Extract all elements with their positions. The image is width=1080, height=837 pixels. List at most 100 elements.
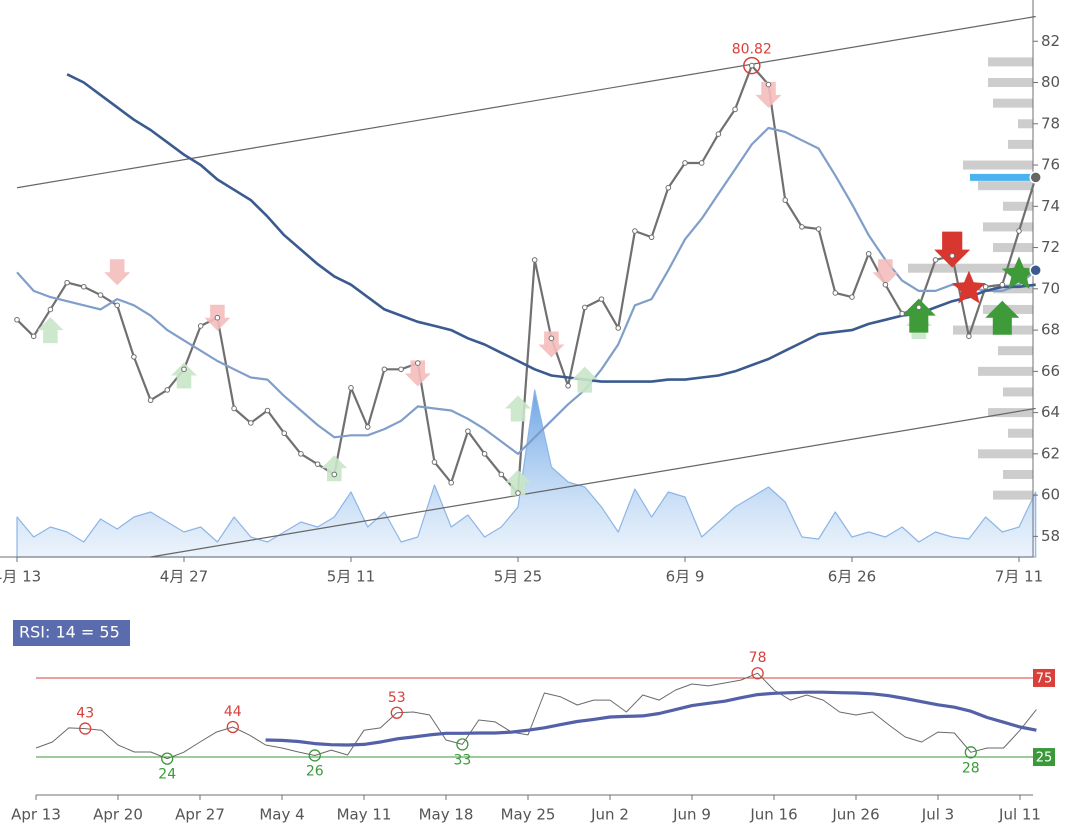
y-tick-label: 58 xyxy=(1041,527,1060,545)
trough-label: 26 xyxy=(306,763,324,779)
y-tick-label: 64 xyxy=(1041,403,1060,421)
price-point xyxy=(314,461,321,467)
price-point xyxy=(481,451,488,457)
volume-profile-bar xyxy=(988,78,1033,88)
sell-signals xyxy=(404,360,431,387)
y-tick-label: 82 xyxy=(1041,32,1060,50)
peak-marker xyxy=(79,722,92,735)
volume-profile-bar xyxy=(1003,201,1033,211)
volume-profile-bar xyxy=(993,490,1033,500)
chart-title: RSI: 14 = 55 xyxy=(19,623,120,642)
x-tick-label: Jun 9 xyxy=(672,806,711,824)
strong-buy xyxy=(985,300,1020,335)
price-point xyxy=(749,62,755,69)
volume-profile-bar xyxy=(1008,139,1033,149)
level-label: 75 xyxy=(1036,671,1053,686)
peak-marker xyxy=(751,667,764,680)
volume-profile-bar xyxy=(978,181,1033,191)
price-point xyxy=(331,471,338,478)
price-point xyxy=(782,197,789,203)
price-point xyxy=(698,160,705,166)
price-point xyxy=(982,283,989,290)
x-tick-label: May 4 xyxy=(259,806,304,824)
x-tick-label: 6月 26 xyxy=(828,568,876,586)
volume-profile-bar xyxy=(993,284,1033,294)
volume-profile-bar xyxy=(1008,428,1033,438)
volume-profile-bar xyxy=(988,57,1033,67)
volume-profile-bar xyxy=(978,366,1033,376)
price-point xyxy=(832,290,839,296)
y-tick-label: 62 xyxy=(1041,444,1060,462)
price-point xyxy=(248,420,254,426)
price-point xyxy=(648,234,655,241)
y-tick-label: 70 xyxy=(1041,279,1060,297)
price-point xyxy=(448,479,455,486)
price-point xyxy=(715,131,722,137)
trough-marker xyxy=(964,746,977,759)
price-point xyxy=(799,224,805,230)
x-tick-label: Apr 20 xyxy=(93,806,143,824)
buy-signals xyxy=(321,455,348,482)
buy-signals xyxy=(505,395,531,422)
x-tick-label: 4月 13 xyxy=(0,568,41,586)
last-price-dot xyxy=(1029,171,1042,184)
title-box xyxy=(13,620,130,646)
price-point xyxy=(916,304,922,311)
series-line xyxy=(16,126,1037,455)
price-point xyxy=(582,304,588,311)
x-tick-label: Jul 3 xyxy=(921,806,954,824)
series-line xyxy=(66,73,1036,383)
trough-marker xyxy=(308,749,321,762)
x-tick-label: May 11 xyxy=(337,806,392,824)
volume-profile-bar xyxy=(963,160,1033,170)
volume-profile-bar xyxy=(1003,387,1033,397)
price-point xyxy=(231,405,237,412)
sell-star xyxy=(951,270,986,304)
x-tick-label: Apr 27 xyxy=(175,806,225,824)
price-point xyxy=(1016,228,1022,234)
peak-label: 53 xyxy=(388,690,406,706)
trough-label: 24 xyxy=(158,767,176,783)
price-point xyxy=(164,387,171,393)
volume-area xyxy=(16,389,1037,558)
price-point xyxy=(264,407,271,414)
ma-end-dot xyxy=(1029,263,1042,277)
price-point xyxy=(665,184,672,191)
series-line xyxy=(265,690,1037,747)
price-point xyxy=(381,366,388,373)
price-point xyxy=(97,292,104,298)
max-label: 80.82 xyxy=(732,42,772,58)
price-point xyxy=(632,228,638,234)
x-tick-label: May 25 xyxy=(501,806,556,824)
price-point xyxy=(298,451,304,457)
x-tick-label: 7月 11 xyxy=(995,568,1043,586)
price-point xyxy=(81,283,87,290)
price-point xyxy=(531,257,538,263)
price-point xyxy=(565,382,571,389)
peak-marker xyxy=(390,706,403,719)
volume-profile-bar xyxy=(993,98,1033,108)
price-point xyxy=(849,294,855,300)
y-tick-label: 78 xyxy=(1041,114,1060,132)
y-tick-label: 68 xyxy=(1041,321,1060,339)
trough-label: 33 xyxy=(453,752,471,768)
x-tick-label: Jul 11 xyxy=(998,806,1041,824)
price-point xyxy=(865,250,872,257)
trough-marker xyxy=(456,738,469,751)
peak-label: 44 xyxy=(224,704,242,720)
price-point xyxy=(348,385,354,391)
price-point xyxy=(281,430,288,437)
y-tick-label: 60 xyxy=(1041,486,1060,504)
strong-buy xyxy=(901,298,936,333)
sell-signals xyxy=(755,81,782,108)
trough-label: 28 xyxy=(962,760,980,776)
price-point xyxy=(131,354,137,360)
price-point xyxy=(181,366,187,373)
price-point xyxy=(197,323,204,329)
sell-signals xyxy=(104,259,131,286)
volume-profile-bar xyxy=(998,346,1033,356)
series-line xyxy=(16,64,1037,495)
x-tick-label: Jun 2 xyxy=(590,806,629,824)
